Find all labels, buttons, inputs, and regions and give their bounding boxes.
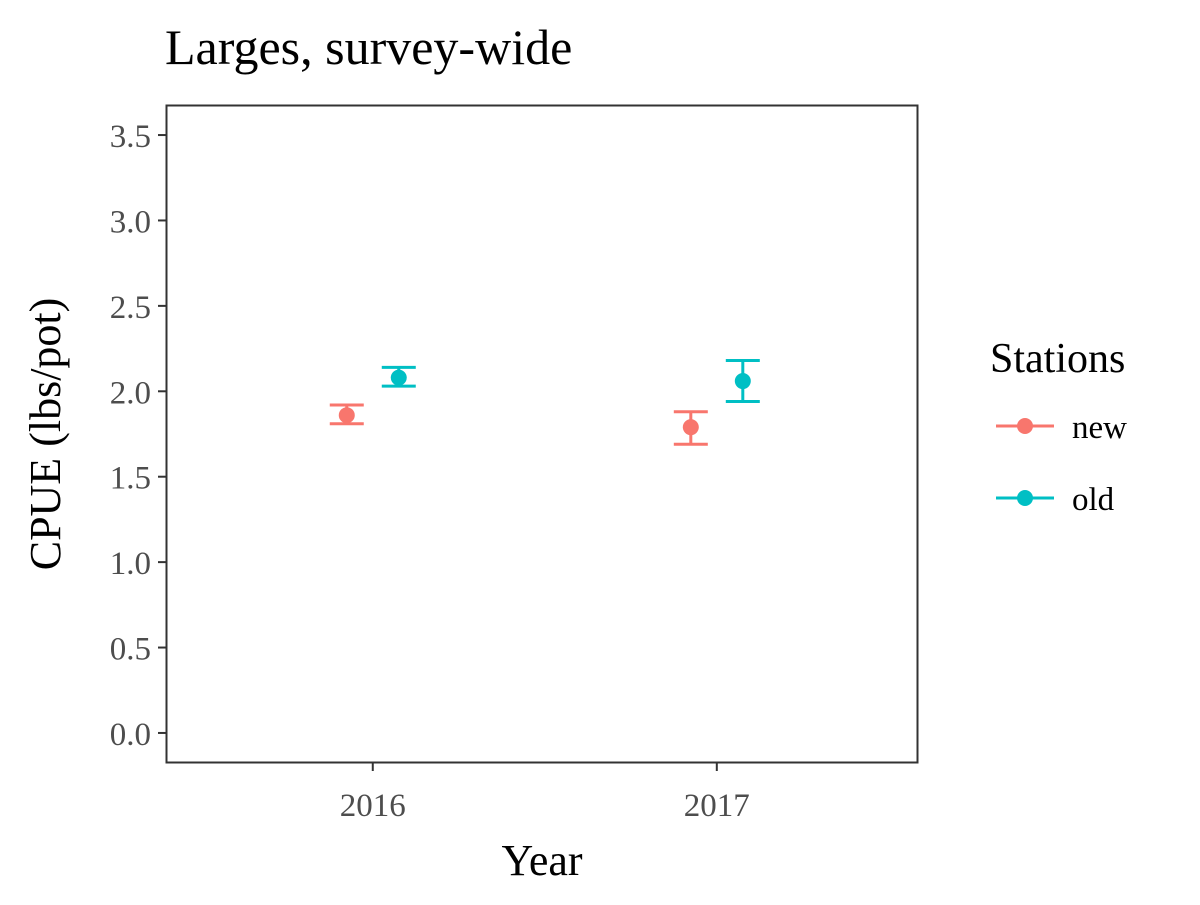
y-tick-label: 0.0 (110, 717, 151, 753)
data-marks (329, 359, 760, 446)
chart-title: Larges, survey-wide (165, 19, 572, 75)
legend-label-new: new (1072, 410, 1127, 446)
legend-items: new old (996, 410, 1127, 518)
y-tick-label: 1.0 (110, 546, 151, 582)
x-tick-label: 2016 (340, 788, 406, 824)
legend: Stations new old (990, 336, 1127, 518)
y-tick-label: 3.0 (110, 204, 151, 240)
y-tick-label: 2.0 (110, 375, 151, 411)
y-tick-label: 3.5 (110, 119, 151, 155)
y-tick-label: 0.5 (110, 632, 151, 668)
data-point-new (338, 407, 355, 424)
plot-panel-border (165, 104, 919, 764)
data-point-old (734, 373, 751, 390)
data-point-new (682, 419, 699, 436)
y-axis-ticks: 0.0 0.5 1.0 1.5 2.0 2.5 3.0 3.5 (110, 119, 167, 753)
legend-label-old: old (1072, 482, 1115, 518)
legend-key-point-old (1017, 490, 1033, 506)
y-axis-label: CPUE (lbs/pot) (21, 298, 70, 571)
x-axis-label: Year (501, 836, 582, 885)
x-axis-ticks: 2016 2017 (340, 762, 750, 824)
x-tick-label: 2017 (684, 788, 750, 824)
data-point-old (390, 369, 407, 386)
y-tick-label: 2.5 (110, 290, 151, 326)
legend-key-point-new (1017, 418, 1033, 434)
legend-title: Stations (990, 336, 1125, 382)
y-tick-label: 1.5 (110, 461, 151, 497)
